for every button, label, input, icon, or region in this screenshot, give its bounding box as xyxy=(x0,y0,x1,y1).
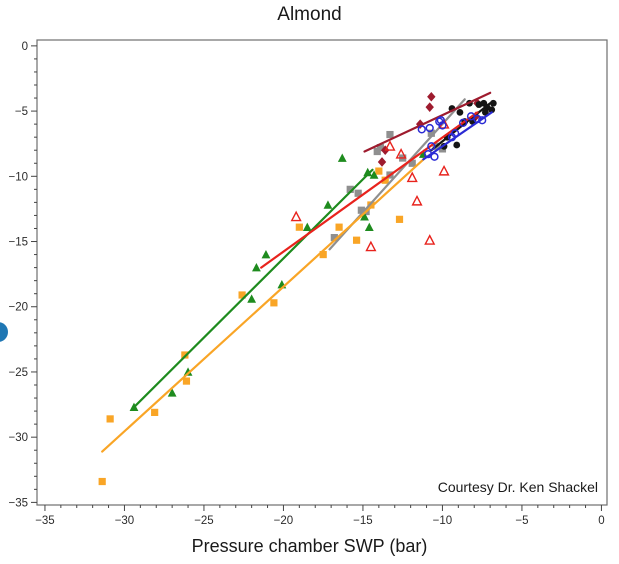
data-point xyxy=(335,223,343,231)
data-point xyxy=(290,210,302,222)
data-point xyxy=(357,206,365,214)
data-point xyxy=(363,167,373,177)
data-point xyxy=(337,153,347,162)
data-point xyxy=(167,388,177,397)
data-point xyxy=(182,377,191,385)
y-axis-ticks: −35 −30 −25 −20 −15 −10 −5 0 xyxy=(8,41,37,509)
data-point xyxy=(354,189,362,197)
x-tick-label: −5 xyxy=(515,515,528,527)
data-point xyxy=(456,108,464,116)
data-point xyxy=(364,222,374,231)
data-point xyxy=(330,234,338,242)
series-blue-open-circles xyxy=(417,112,487,161)
plot-frame xyxy=(36,39,608,506)
data-point xyxy=(424,234,436,245)
data-point xyxy=(481,108,489,116)
data-point xyxy=(261,249,271,259)
left-edge-blue-dot xyxy=(0,322,8,342)
data-point xyxy=(427,129,435,137)
x-tick-label: −10 xyxy=(433,515,453,527)
data-point xyxy=(447,133,457,142)
data-point xyxy=(323,200,333,209)
data-point xyxy=(408,159,416,167)
trendline-green-triangles xyxy=(132,168,374,409)
chart-title: Almond xyxy=(277,4,342,25)
data-point xyxy=(151,408,159,416)
data-point xyxy=(425,123,434,133)
data-point xyxy=(395,148,407,159)
data-point xyxy=(98,477,106,486)
x-tick-label: −15 xyxy=(353,515,373,527)
y-tick-label: −10 xyxy=(8,171,28,183)
data-point xyxy=(436,116,445,125)
data-point xyxy=(238,291,246,299)
data-point xyxy=(247,294,257,303)
data-point xyxy=(478,116,487,125)
y-tick-label: −35 xyxy=(8,497,28,509)
data-point xyxy=(406,171,418,183)
data-point xyxy=(252,263,261,272)
x-axis-ticks: −35 −30 −25 −20 −15 −10 −5 0 xyxy=(35,505,605,527)
data-point xyxy=(438,121,447,130)
data-point xyxy=(417,125,426,134)
data-point xyxy=(386,130,394,139)
data-point xyxy=(376,144,385,152)
x-tick-label: −30 xyxy=(115,515,135,527)
x-tick-label: 0 xyxy=(598,515,604,527)
data-point xyxy=(373,147,381,156)
data-point xyxy=(365,240,377,252)
data-point xyxy=(425,102,434,112)
data-point xyxy=(384,140,396,151)
trendline-red-open-triangles xyxy=(260,111,479,269)
data-point xyxy=(377,157,387,167)
data-point xyxy=(295,223,303,231)
data-point xyxy=(346,185,354,193)
data-point xyxy=(381,176,389,184)
data-point xyxy=(302,222,312,231)
data-point xyxy=(453,141,461,149)
data-point xyxy=(438,164,450,176)
data-point xyxy=(369,170,379,179)
data-point xyxy=(319,250,327,259)
data-point xyxy=(270,299,278,307)
data-point xyxy=(430,152,439,161)
y-tick-label: −30 xyxy=(8,432,28,444)
data-point xyxy=(488,106,496,114)
trendline-orange-squares xyxy=(101,156,427,453)
data-point xyxy=(458,118,468,127)
x-tick-label: −35 xyxy=(35,515,55,527)
y-tick-label: 0 xyxy=(22,41,28,53)
y-tick-label: −20 xyxy=(8,302,28,314)
data-point xyxy=(360,212,369,221)
data-point xyxy=(427,91,436,102)
courtesy-annotation: Courtesy Dr. Ken Shackel xyxy=(437,479,598,495)
data-point xyxy=(427,142,436,151)
trendline-black-circles xyxy=(430,102,492,152)
data-point xyxy=(352,236,361,244)
x-tick-label: −25 xyxy=(194,515,214,527)
data-point xyxy=(375,167,383,175)
data-point xyxy=(489,99,497,107)
trendline-dark-red-diamonds xyxy=(363,91,492,153)
y-tick-label: −25 xyxy=(8,367,28,379)
data-point xyxy=(183,367,193,376)
data-point xyxy=(106,415,114,423)
x-axis-label: Pressure chamber SWP (bar) xyxy=(191,536,428,556)
series-orange-squares xyxy=(98,167,404,486)
data-point xyxy=(395,215,404,223)
x-tick-label: −20 xyxy=(274,515,294,527)
y-tick-label: −5 xyxy=(15,106,28,118)
y-tick-label: −15 xyxy=(8,237,28,249)
data-point xyxy=(411,194,423,206)
data-point xyxy=(473,114,482,124)
